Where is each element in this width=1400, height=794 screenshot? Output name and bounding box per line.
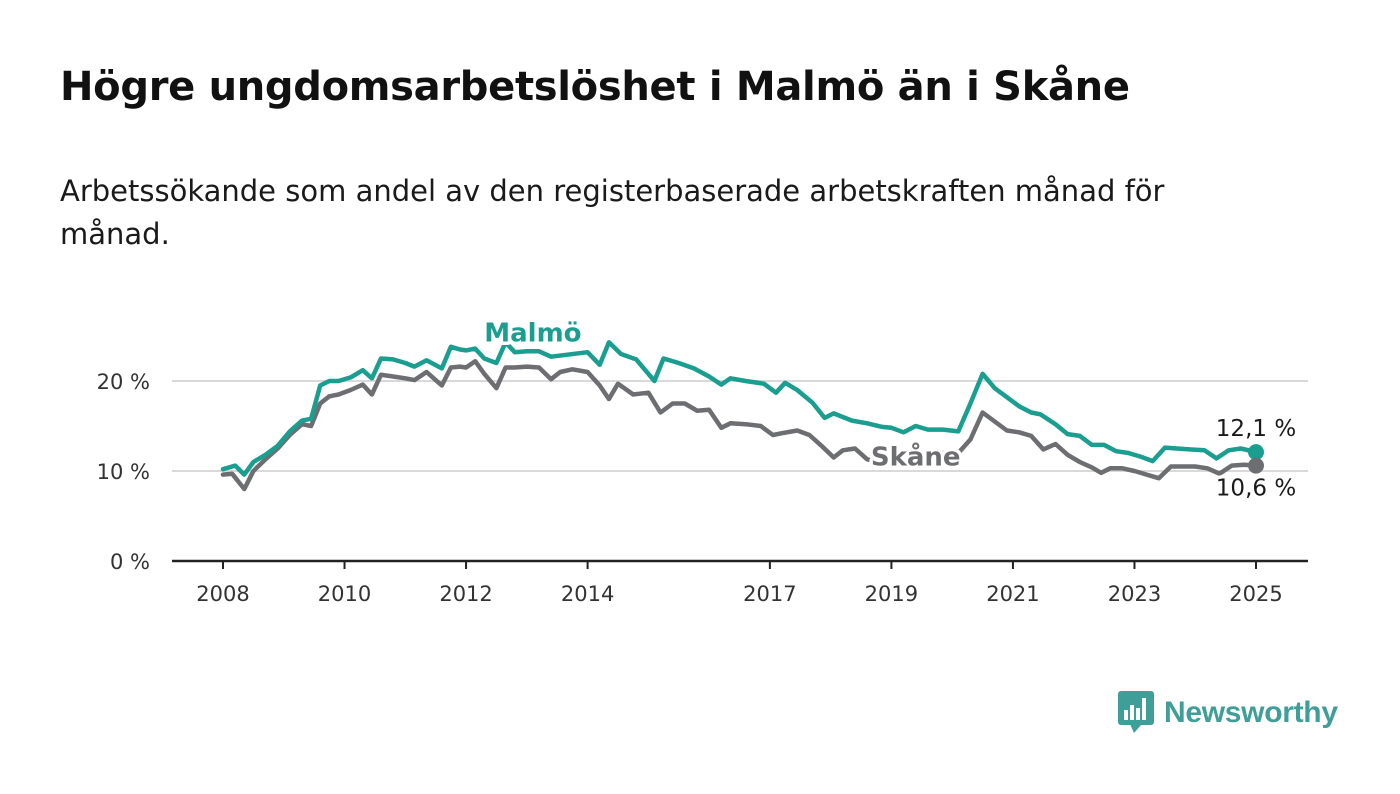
end-value-label: 12,1 % <box>1216 416 1296 442</box>
newsworthy-logo-icon <box>1118 691 1154 733</box>
brand-logo: Newsworthy <box>1118 690 1338 736</box>
end-point-marker <box>1248 457 1264 474</box>
x-tick-label: 2010 <box>318 582 371 606</box>
y-tick-label: 20 % <box>97 370 150 394</box>
series-line-skåne <box>220 358 1259 492</box>
x-tick-label: 2012 <box>439 582 492 606</box>
end-point-marker <box>1248 444 1264 461</box>
x-tick-label: 2023 <box>1108 582 1161 606</box>
x-tick-label: 2017 <box>743 582 796 606</box>
series-label: Malmö <box>484 318 581 348</box>
x-tick-label: 2019 <box>865 582 918 606</box>
y-tick-label: 10 % <box>97 460 150 484</box>
y-tick-label: 0 % <box>110 550 150 574</box>
x-tick-label: 2014 <box>561 582 614 606</box>
series-label: Skåne <box>871 441 961 473</box>
page-subtitle: Arbetssökande som andel av den registerb… <box>60 174 1165 251</box>
x-tick-label: 2008 <box>196 582 249 606</box>
series-line-malmö <box>220 340 1259 477</box>
page-title: Högre ungdomsarbetslöshet i Malmö än i S… <box>60 64 1130 110</box>
brand-name: Newsworthy <box>1164 696 1338 729</box>
end-value-label: 10,6 % <box>1216 476 1296 502</box>
x-tick-label: 2021 <box>986 582 1039 606</box>
line-chart: 0 % 10 % 20 % 2008 2010 2012 2014 2017 2019 2021 2… <box>96 318 1308 606</box>
x-tick-label: 2025 <box>1229 582 1282 606</box>
